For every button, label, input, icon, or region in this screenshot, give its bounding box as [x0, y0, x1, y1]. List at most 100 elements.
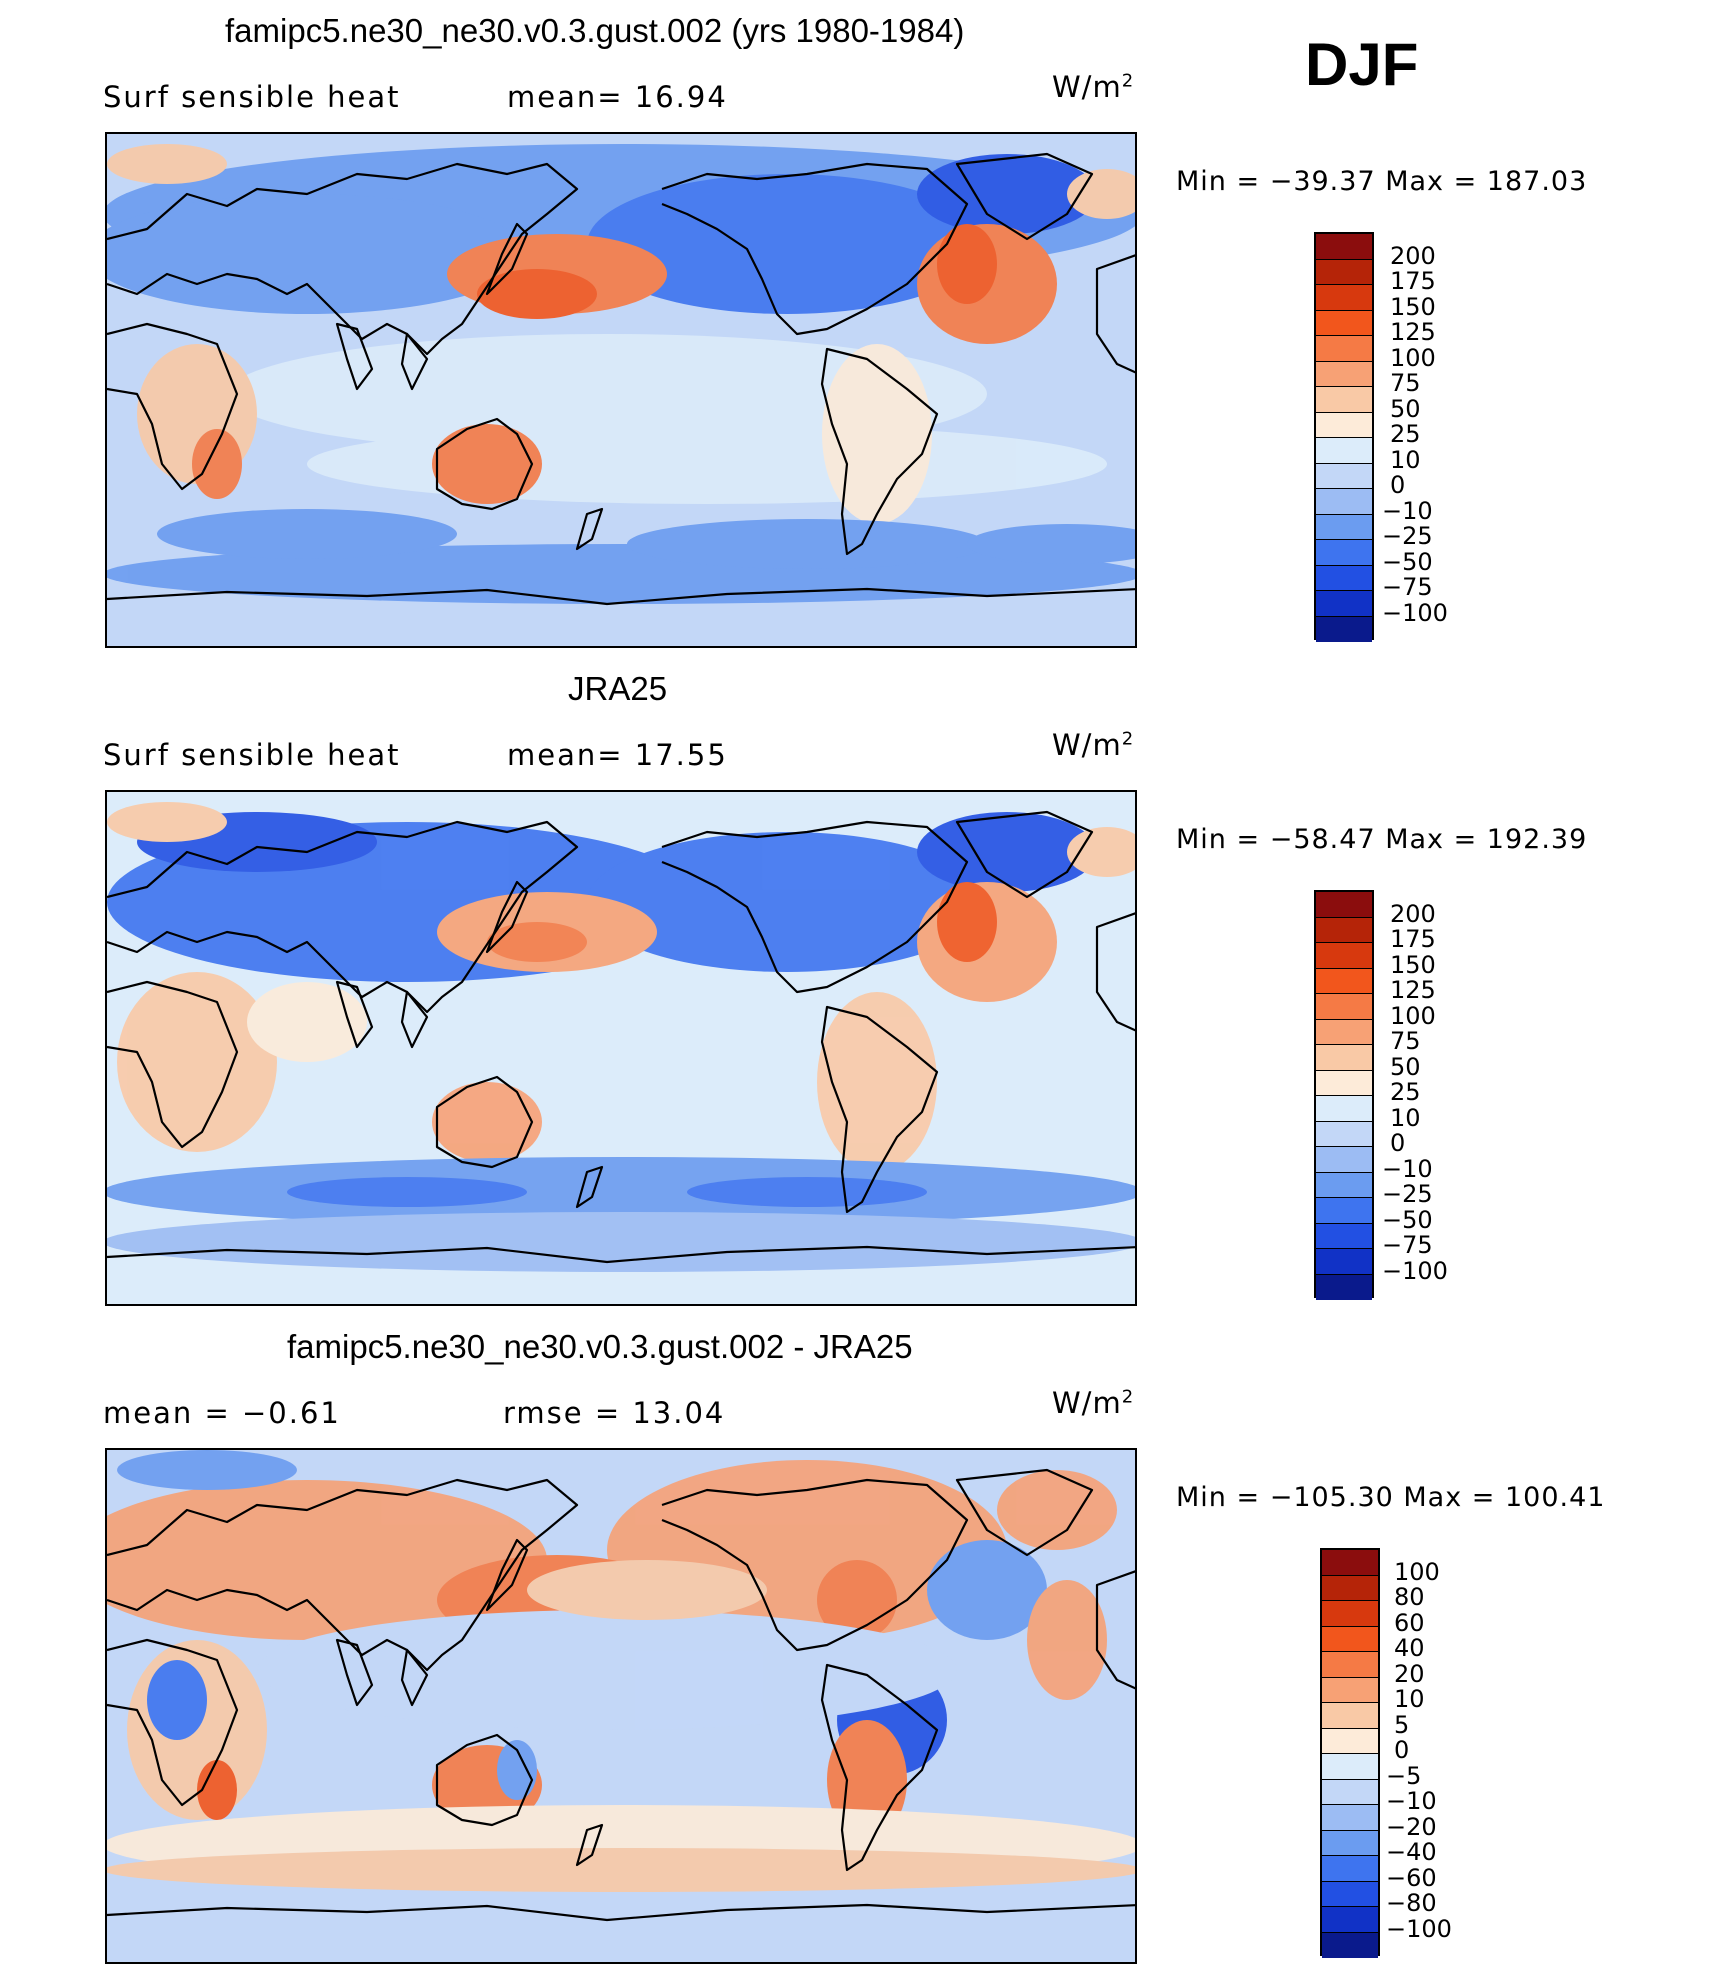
colorbar-tick-label: 25: [1390, 420, 1421, 448]
colorbar-tick-label: −80: [1386, 1889, 1437, 1917]
colorbar-swatch: [1316, 616, 1372, 642]
colorbar-swatch: [1322, 1881, 1378, 1907]
colorbar-tick-label: 75: [1390, 1027, 1421, 1055]
colorbar-swatch: [1322, 1907, 1378, 1933]
colorbar-swatch: [1316, 438, 1372, 464]
colorbar-tick-label: 125: [1390, 318, 1436, 346]
colorbar-swatch: [1316, 1019, 1372, 1045]
colorbar-swatch: [1316, 1045, 1372, 1071]
colorbar-tick-label: 60: [1394, 1608, 1425, 1637]
panel-3-colorbar: [1320, 1548, 1380, 1958]
colorbar-swatch: [1316, 1147, 1372, 1173]
panel-3-rmse-label: rmse = 13.04: [503, 1396, 726, 1430]
panel-1-colorbar: [1314, 232, 1374, 642]
colorbar-tick-label: −100: [1382, 1256, 1448, 1285]
colorbar-swatch: [1316, 361, 1372, 387]
colorbar-swatch: [1316, 1198, 1372, 1224]
colorbar-tick-label: −75: [1382, 1231, 1433, 1259]
colorbar-swatch: [1322, 1779, 1378, 1805]
colorbar-tick-label: −20: [1386, 1812, 1437, 1841]
colorbar-swatch: [1322, 1550, 1378, 1576]
colorbar-swatch: [1316, 259, 1372, 285]
colorbar-swatch: [1316, 943, 1372, 969]
colorbar-swatch: [1316, 234, 1372, 260]
panel-3-colorbar-labels: 100 80 60 40 20 10 5 0 −5 −10 −20 −40 −60 −80 −100: [1386, 1548, 1506, 1956]
panel-3-minmax: Min = −105.30 Max = 100.41: [1176, 1482, 1606, 1513]
colorbar-swatch: [1322, 1728, 1378, 1754]
colorbar-tick-label: 150: [1390, 950, 1436, 979]
colorbar-tick-label: 100: [1390, 343, 1436, 372]
colorbar-swatch: [1322, 1652, 1378, 1678]
colorbar-swatch: [1322, 1805, 1378, 1831]
colorbar-tick-label: 50: [1390, 1052, 1421, 1081]
coastlines: [107, 152, 1135, 606]
colorbar-swatch: [1316, 994, 1372, 1020]
colorbar-swatch: [1316, 892, 1372, 918]
colorbar-tick-label: −60: [1386, 1863, 1437, 1892]
season-label: DJF: [1305, 31, 1419, 98]
panel-1-mean-label: mean= 16.94: [507, 80, 728, 114]
colorbar-tick-label: −100: [1382, 598, 1448, 627]
colorbar-swatch: [1316, 1096, 1372, 1122]
colorbar-tick-label: 100: [1394, 1557, 1440, 1586]
colorbar-swatch: [1316, 387, 1372, 413]
panel-1-title: famipc5.ne30_ne30.v0.3.gust.002 (yrs 198…: [225, 12, 965, 49]
colorbar-tick-label: 20: [1394, 1659, 1425, 1688]
panel-1-minmax: Min = −39.37 Max = 187.03: [1176, 166, 1588, 197]
colorbar-swatch: [1316, 1070, 1372, 1096]
colorbar-swatch: [1322, 1575, 1378, 1601]
colorbar-tick-label: 50: [1390, 394, 1421, 423]
colorbar-swatch: [1316, 917, 1372, 943]
colorbar-swatch: [1322, 1932, 1378, 1958]
colorbar-tick-label: 175: [1390, 925, 1436, 953]
colorbar-tick-label: 80: [1394, 1583, 1425, 1611]
colorbar-tick-label: −50: [1382, 1205, 1433, 1234]
colorbar-swatch: [1316, 1223, 1372, 1249]
colorbar-swatch: [1322, 1830, 1378, 1856]
panel-1-variable-label: Surf sensible heat: [103, 80, 401, 114]
colorbar-tick-label: 150: [1390, 292, 1436, 321]
panel-2-minmax: Min = −58.47 Max = 192.39: [1176, 824, 1588, 855]
colorbar-swatch: [1316, 565, 1372, 591]
colorbar-swatch: [1322, 1703, 1378, 1729]
colorbar-tick-label: 200: [1390, 899, 1436, 928]
coastlines: [107, 810, 1135, 1264]
colorbar-tick-label: −10: [1386, 1787, 1437, 1815]
colorbar-swatch: [1316, 540, 1372, 566]
colorbar-tick-label: 10: [1390, 445, 1421, 474]
colorbar-tick-label: 175: [1390, 267, 1436, 295]
panel-1-colorbar-labels: 200 175 150 125 100 75 50 25 10 0 −10 −25 −50 −75 −100: [1382, 232, 1502, 640]
panel-1-map: [105, 132, 1137, 648]
colorbar-swatch: [1316, 1121, 1372, 1147]
colorbar-swatch: [1322, 1677, 1378, 1703]
colorbar-tick-label: −5: [1386, 1761, 1422, 1790]
colorbar-swatch: [1316, 968, 1372, 994]
colorbar-tick-label: −50: [1382, 547, 1433, 576]
colorbar-tick-label: −25: [1382, 522, 1433, 550]
colorbar-tick-label: −100: [1386, 1914, 1452, 1943]
colorbar-swatch: [1322, 1626, 1378, 1652]
colorbar-swatch: [1316, 1249, 1372, 1275]
colorbar-tick-label: 75: [1390, 369, 1421, 397]
colorbar-tick-label: −10: [1382, 1154, 1433, 1183]
colorbar-swatch: [1316, 591, 1372, 617]
colorbar-swatch: [1316, 412, 1372, 438]
colorbar-swatch: [1322, 1856, 1378, 1882]
colorbar-swatch: [1316, 1172, 1372, 1198]
colorbar-tick-label: −25: [1382, 1180, 1433, 1208]
panel-3-units: W/m2: [1052, 1386, 1135, 1420]
colorbar-swatch: [1316, 285, 1372, 311]
coastlines: [107, 1468, 1135, 1922]
panel-2-colorbar: [1314, 890, 1374, 1300]
colorbar-tick-label: −75: [1382, 573, 1433, 601]
colorbar-swatch: [1316, 310, 1372, 336]
colorbar-swatch: [1316, 336, 1372, 362]
colorbar-tick-label: 0: [1390, 471, 1406, 499]
colorbar-tick-label: 125: [1390, 976, 1436, 1004]
colorbar-tick-label: 25: [1390, 1078, 1421, 1106]
panel-2-variable-label: Surf sensible heat: [103, 738, 401, 772]
panel-3-title: famipc5.ne30_ne30.v0.3.gust.002 - JRA25: [287, 1328, 913, 1365]
colorbar-tick-label: 0: [1390, 1129, 1406, 1157]
panel-1-units: W/m2: [1052, 70, 1135, 104]
panel-3-map: [105, 1448, 1137, 1964]
